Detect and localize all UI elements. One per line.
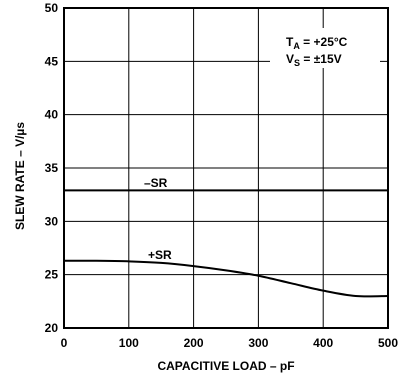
series-layer — [63, 189, 389, 298]
x-tick-label: 100 — [119, 336, 139, 350]
x-tick-label: 300 — [248, 336, 268, 350]
condition-temperature-subscript: A — [293, 41, 300, 51]
y-tick-label: 45 — [45, 54, 59, 68]
x-tick-labels: 0 100 200 300 400 500 — [61, 336, 399, 350]
x-tick-label: 200 — [184, 336, 204, 350]
series-label-pos-sr: +SR — [148, 248, 172, 262]
condition-supply-value: = ±15V — [300, 52, 342, 66]
condition-temperature-value: = +25°C — [300, 35, 348, 49]
y-tick-label: 25 — [45, 268, 59, 282]
y-tick-label: 35 — [45, 161, 59, 175]
y-tick-labels: 20 25 30 35 40 45 50 — [45, 1, 59, 335]
conditions-legend: TA = +25°C VS = ±15V — [270, 28, 380, 68]
conditions-legend-bg — [270, 28, 380, 68]
series-line-pos-sr — [63, 259, 389, 298]
x-tick-label: 400 — [313, 336, 333, 350]
condition-supply-subscript: S — [294, 58, 300, 68]
series-label-neg-sr: –SR — [144, 176, 168, 190]
y-tick-label: 50 — [45, 1, 59, 15]
plot-border — [63, 7, 389, 329]
plot-frame — [63, 7, 389, 329]
x-tick-label: 500 — [378, 336, 398, 350]
condition-supply-symbol: V — [286, 52, 294, 66]
condition-supply: VS = ±15V — [286, 52, 342, 68]
condition-temperature-symbol: T — [286, 35, 294, 49]
y-axis-title: SLEW RATE – V/µs — [13, 122, 27, 230]
y-tick-label: 30 — [45, 214, 59, 228]
x-tick-label: 0 — [61, 336, 68, 350]
y-tick-label: 40 — [45, 108, 59, 122]
x-axis-title: CAPACITIVE LOAD – pF — [157, 359, 294, 373]
y-tick-label: 20 — [45, 321, 59, 335]
condition-temperature: TA = +25°C — [286, 35, 348, 51]
